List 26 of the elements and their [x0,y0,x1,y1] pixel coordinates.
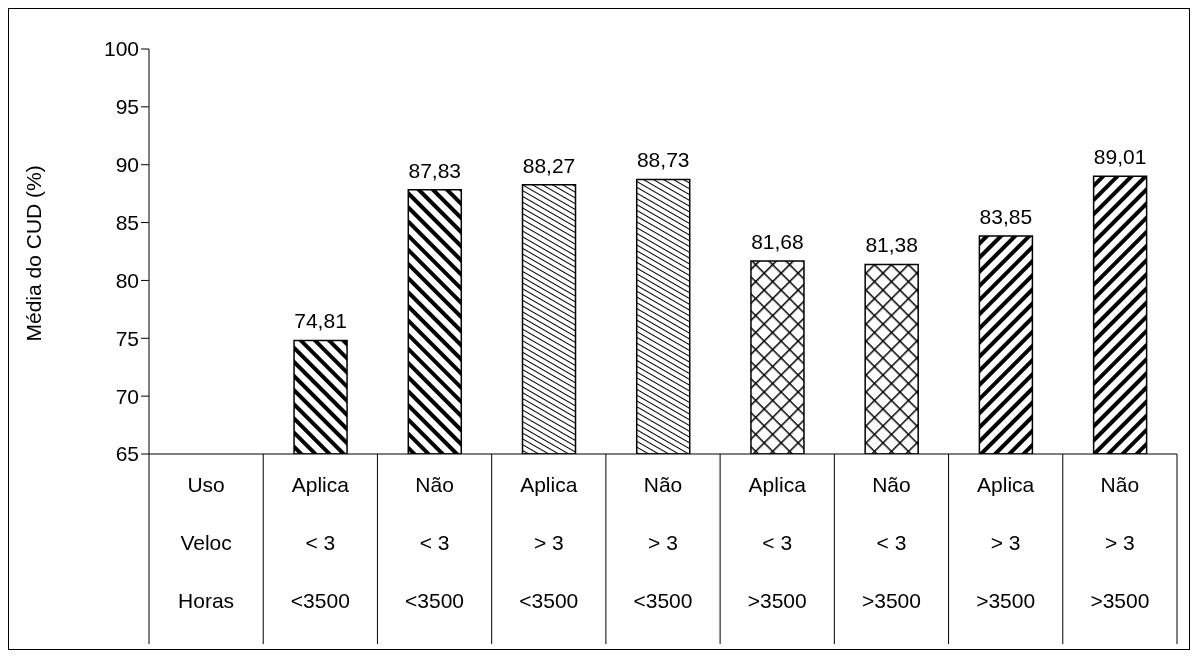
category-label: Não < 3 <3500 [405,473,465,612]
category-label: Não > 3 <3500 [633,473,693,612]
y-tick-label: 70 [115,384,139,408]
data-label: 81,38 [865,233,918,257]
y-tick-label: 80 [115,268,139,292]
data-label: 88,27 [522,153,576,177]
y-axis-title: Média do CUD (%) [22,165,46,342]
y-tick-label: 75 [115,326,139,350]
data-label: 88,73 [636,148,690,172]
category-label: Não < 3 >3500 [861,473,921,612]
category-label: Não > 3 >3500 [1090,473,1150,612]
category-label: Aplica < 3 >3500 [747,473,807,612]
y-tick-label: 85 [115,211,139,235]
data-label: 83,85 [979,204,1033,228]
y-tick-label: 100 [103,37,139,61]
data-label: 89,01 [1093,145,1147,169]
category-label: Uso Veloc Horas [178,473,235,612]
y-tick-label: 65 [115,442,139,466]
category-label: Aplica < 3 <3500 [290,473,350,612]
y-tick-label: 95 [115,95,139,119]
data-label: 81,68 [751,229,804,253]
data-label: 74,81 [294,309,347,333]
category-label: Aplica > 3 >3500 [976,473,1036,612]
y-tick-label: 90 [115,153,139,177]
data-label: 87,83 [408,158,462,182]
category-label: Aplica > 3 <3500 [519,473,579,612]
